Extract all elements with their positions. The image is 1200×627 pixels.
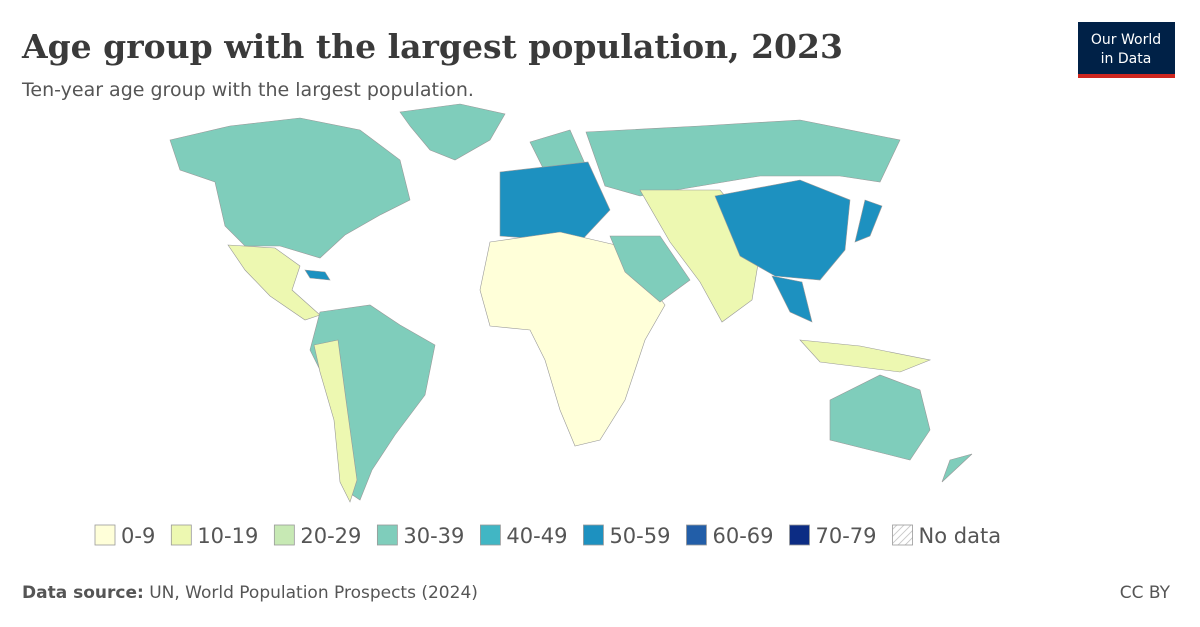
license: CC BY <box>1120 583 1171 603</box>
new-zealand <box>941 453 973 483</box>
legend-swatch <box>94 524 116 546</box>
north-america <box>169 117 411 259</box>
legend-label: 0-9 <box>121 524 155 548</box>
logo-text: Our World <box>1091 32 1161 48</box>
logo-bar <box>1078 74 1175 78</box>
title: Age group with the largest population, 2… <box>21 27 843 66</box>
legend-label: 30-39 <box>403 524 464 548</box>
legend: 0-9 10-19 20-29 30-39 40-49 50-59 60-69 70-79 No… <box>94 524 1002 548</box>
logo-box <box>1078 22 1175 78</box>
subtitle: Ten-year age group with the largest popu… <box>21 79 474 101</box>
source-label: Data source: <box>22 583 144 603</box>
legend-label: No data <box>919 524 1002 548</box>
legend-label: 50-59 <box>609 524 670 548</box>
middle-east <box>609 235 691 303</box>
china <box>714 179 851 281</box>
japan <box>854 199 883 243</box>
caribbean <box>304 269 331 281</box>
australia <box>829 374 931 461</box>
legend-label: 70-79 <box>816 524 877 548</box>
legend-swatch <box>376 524 398 546</box>
legend-label: 10-19 <box>197 524 258 548</box>
legend-swatch <box>480 524 501 546</box>
legend-swatch <box>583 524 604 546</box>
russia <box>585 119 901 197</box>
legend-swatch <box>686 524 707 546</box>
source-text: UN, World Population Prospects (2024) <box>149 583 478 603</box>
legend-swatch <box>892 524 913 546</box>
legend-swatch <box>273 524 295 546</box>
europe <box>499 161 611 243</box>
legend-label: 40-49 <box>506 524 567 548</box>
source: Data source: UN, World Population Prospe… <box>22 583 478 603</box>
andes <box>313 339 358 503</box>
greenland <box>399 103 506 161</box>
central-america <box>227 244 321 321</box>
logo[interactable]: Our World in Data <box>1078 22 1175 78</box>
southeast-asia <box>771 275 813 323</box>
legend-swatch <box>789 524 810 546</box>
legend-swatch <box>170 524 192 546</box>
logo-text: in Data <box>1101 51 1152 67</box>
world-map <box>169 103 973 503</box>
indonesia <box>799 339 932 373</box>
legend-label: 60-69 <box>712 524 773 548</box>
legend-label: 20-29 <box>300 524 361 548</box>
